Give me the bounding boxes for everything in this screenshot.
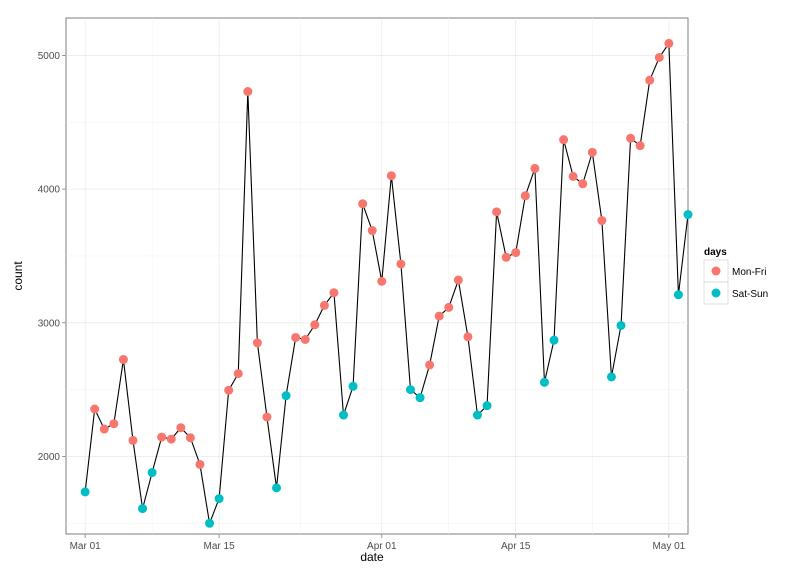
data-point [654,52,664,62]
data-point [310,320,320,330]
data-point [300,335,310,344]
data-point [405,385,415,395]
data-point [157,432,167,442]
data-point [80,487,90,497]
legend-title: days [704,247,727,258]
data-point [578,179,588,189]
y-axis-title: count [11,261,25,291]
data-point [444,302,454,312]
data-point [348,381,358,391]
data-point [463,332,473,342]
data-point [99,424,109,434]
data-point [434,311,444,321]
data-point [597,216,607,226]
data-point [367,226,377,236]
x-axis: Mar 01 Mar 15 Apr 01 Apr 15 May 01 [70,534,686,552]
data-point [358,199,368,209]
series-line-layer [84,42,689,524]
y-tick-label: 5000 [38,51,61,62]
data-point [166,434,176,444]
data-point [377,276,387,286]
data-point [319,300,329,310]
data-point [128,435,138,445]
data-point [147,468,157,478]
data-point [673,290,683,300]
data-point [195,459,205,469]
data-point [205,518,215,528]
x-tick-label: Apr 15 [501,541,531,552]
data-point [262,412,272,422]
legend: days Mon-Fri Sat-Sun [703,247,768,305]
data-point [252,338,262,348]
y-tick-label: 4000 [38,185,61,196]
data-point [635,141,645,151]
data-point [185,433,195,443]
data-point [616,320,626,330]
major-gridlines [66,18,688,534]
data-point [520,191,530,201]
data-point [339,410,349,420]
data-point [568,171,578,181]
y-tick-label: 3000 [38,318,61,329]
legend-swatch-sat-sun [711,288,721,298]
legend-label-mon-fri: Mon-Fri [732,267,766,278]
x-tick-label: May 01 [652,541,685,552]
data-point [539,377,549,387]
data-point [224,385,234,395]
data-point [606,372,616,382]
x-tick-label: Mar 15 [204,541,236,552]
data-point [530,163,540,173]
data-point [90,404,100,414]
data-point [109,419,119,429]
data-point [118,355,128,365]
data-point [138,504,148,514]
data-point [645,75,655,85]
data-point [559,135,569,145]
legend-label-sat-sun: Sat-Sun [732,289,768,300]
data-point [425,360,435,370]
y-axis: 2000 3000 4000 5000 [38,51,66,463]
x-axis-title: date [360,550,384,564]
data-point [329,288,339,298]
minor-gridlines [66,18,688,534]
data-point [281,391,291,401]
y-tick-label: 2000 [38,452,61,463]
data-point [453,275,463,285]
plot-panel [65,17,689,535]
x-tick-label: Mar 01 [70,541,102,552]
data-point [683,210,693,220]
data-point [482,401,492,411]
legend-swatch-mon-fri [711,266,721,276]
data-point [386,171,396,181]
data-point [272,483,282,493]
data-points [80,38,693,528]
x-tick-label: Apr 01 [367,541,397,552]
data-point [626,133,636,143]
data-point [243,87,253,97]
data-point [472,410,482,420]
data-point [233,369,243,379]
series-line [84,42,689,524]
data-point [492,207,502,217]
data-point [501,252,511,262]
data-point [549,335,559,345]
data-point [291,332,301,342]
data-point [176,423,186,433]
data-point [415,393,425,403]
data-point [214,494,224,504]
data-point [587,147,597,157]
data-point [511,248,521,258]
data-point [396,259,406,269]
data-point [664,38,674,48]
